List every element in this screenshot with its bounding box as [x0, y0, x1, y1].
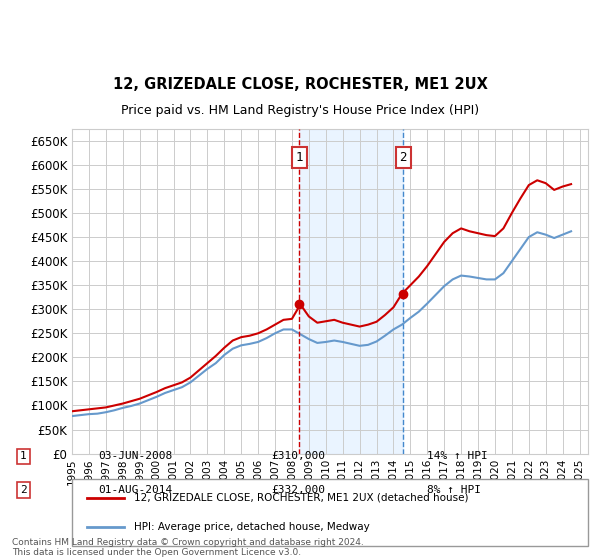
Text: Contains HM Land Registry data © Crown copyright and database right 2024.
This d: Contains HM Land Registry data © Crown c…: [12, 538, 364, 557]
FancyBboxPatch shape: [72, 479, 588, 546]
Text: 01-AUG-2014: 01-AUG-2014: [98, 485, 173, 495]
Text: HPI: Average price, detached house, Medway: HPI: Average price, detached house, Medw…: [134, 522, 370, 532]
Text: 14% ↑ HPI: 14% ↑ HPI: [427, 451, 487, 461]
Text: £332,000: £332,000: [271, 485, 325, 495]
Text: 03-JUN-2008: 03-JUN-2008: [98, 451, 173, 461]
Text: 8% ↑ HPI: 8% ↑ HPI: [427, 485, 481, 495]
Text: £310,000: £310,000: [271, 451, 325, 461]
Text: 12, GRIZEDALE CLOSE, ROCHESTER, ME1 2UX: 12, GRIZEDALE CLOSE, ROCHESTER, ME1 2UX: [113, 77, 487, 92]
Text: 1: 1: [20, 451, 27, 461]
Text: 2: 2: [20, 485, 27, 495]
Text: 12, GRIZEDALE CLOSE, ROCHESTER, ME1 2UX (detached house): 12, GRIZEDALE CLOSE, ROCHESTER, ME1 2UX …: [134, 493, 469, 503]
Text: 1: 1: [295, 151, 303, 164]
Bar: [299, 129, 403, 454]
Bar: [563, 129, 588, 454]
Text: 2: 2: [400, 151, 407, 164]
Text: Price paid vs. HM Land Registry's House Price Index (HPI): Price paid vs. HM Land Registry's House …: [121, 104, 479, 116]
